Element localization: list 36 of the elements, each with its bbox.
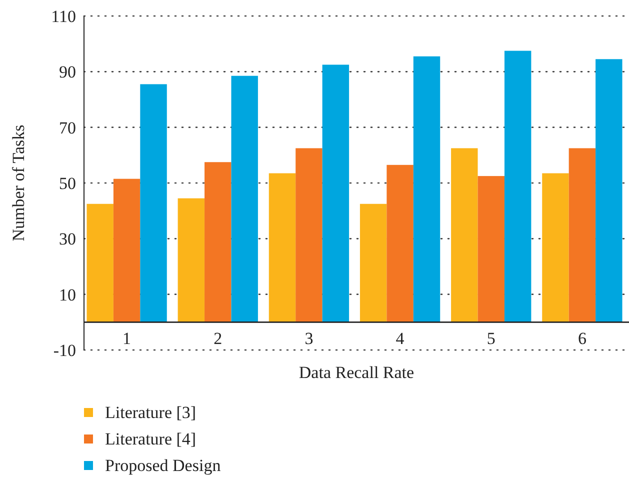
bar — [322, 64, 350, 322]
bar — [178, 198, 205, 322]
bar — [231, 76, 258, 322]
legend-label: Literature [3] — [105, 402, 196, 422]
bar — [596, 59, 622, 322]
y-tick-label: 50 — [59, 174, 76, 193]
y-tick-label: 90 — [59, 62, 76, 82]
x-tick-label: 4 — [396, 329, 405, 348]
x-tick-label: 3 — [304, 329, 314, 348]
x-tick-label: 1 — [122, 329, 132, 348]
bar — [568, 148, 596, 322]
bar — [86, 204, 114, 322]
bar — [296, 148, 322, 322]
bar — [451, 148, 478, 322]
bar — [268, 173, 296, 322]
legend-label: Literature [4] — [105, 429, 196, 448]
y-axis-title: Number of Tasks — [9, 124, 28, 242]
x-tick-label: 2 — [214, 329, 222, 348]
bar — [360, 204, 387, 322]
bar — [504, 50, 532, 322]
bar — [204, 162, 232, 322]
x-tick-label: 5 — [486, 329, 496, 348]
y-tick-label: 30 — [59, 230, 76, 249]
y-tick-label: 10 — [59, 285, 76, 304]
bar — [113, 178, 140, 322]
y-tick-label: -10 — [53, 340, 76, 360]
bar — [386, 164, 414, 322]
bar — [140, 84, 167, 322]
bar — [478, 176, 504, 322]
x-axis-title: Data Recall Rate — [298, 363, 414, 382]
y-tick-label: 70 — [59, 118, 76, 138]
legend-label: Proposed Design — [105, 456, 222, 475]
y-tick-label: 110 — [51, 6, 76, 26]
x-tick-label: 6 — [578, 329, 586, 348]
bar — [542, 173, 569, 322]
bar — [413, 56, 440, 322]
